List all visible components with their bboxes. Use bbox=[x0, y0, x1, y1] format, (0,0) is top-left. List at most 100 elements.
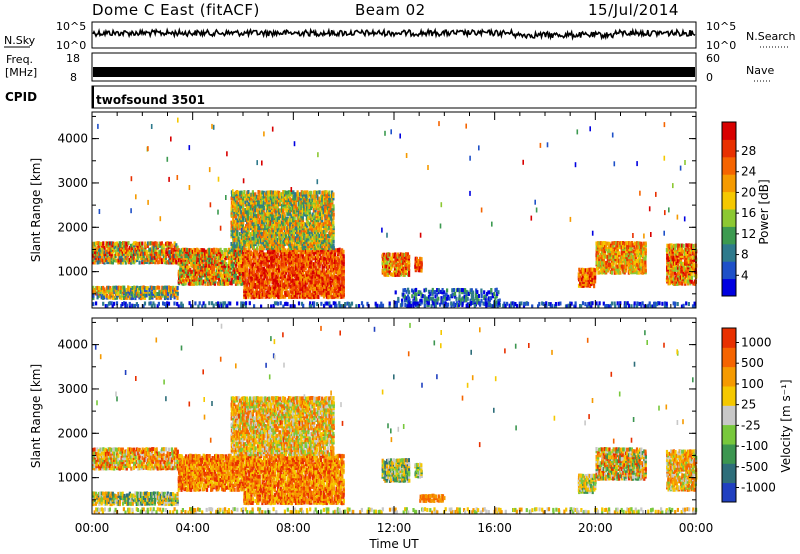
data-cell bbox=[272, 206, 275, 211]
data-cell bbox=[311, 292, 314, 297]
data-cell bbox=[266, 288, 269, 293]
data-cell bbox=[605, 264, 608, 269]
data-cell bbox=[335, 266, 338, 271]
data-cell bbox=[310, 283, 313, 287]
data-cell bbox=[272, 248, 275, 253]
data-cell bbox=[176, 256, 179, 260]
data-cell bbox=[219, 265, 222, 270]
data-cell bbox=[259, 230, 263, 235]
data-cell bbox=[123, 258, 126, 263]
date-label: 15/Jul/2014 bbox=[588, 1, 679, 19]
data-cell bbox=[272, 242, 275, 247]
data-cell bbox=[384, 272, 387, 277]
data-cell bbox=[230, 223, 233, 228]
data-cell bbox=[136, 241, 140, 246]
data-cell bbox=[321, 206, 324, 211]
data-cell bbox=[198, 273, 202, 278]
data-cell bbox=[316, 274, 319, 279]
data-cell bbox=[305, 242, 308, 247]
data-cell bbox=[149, 249, 152, 254]
data-cell bbox=[394, 270, 397, 275]
data-cell bbox=[145, 243, 148, 248]
data-cell bbox=[271, 192, 274, 197]
data-cell bbox=[307, 242, 310, 246]
data-cell bbox=[212, 275, 215, 280]
data-cell bbox=[272, 222, 275, 227]
data-cell bbox=[591, 274, 594, 279]
data-cell bbox=[304, 190, 307, 195]
data-cell bbox=[149, 291, 153, 296]
data-cell bbox=[271, 250, 274, 255]
data-cell bbox=[313, 276, 316, 281]
data-cell bbox=[258, 246, 261, 250]
data-cell bbox=[179, 267, 182, 272]
data-cell bbox=[326, 202, 329, 207]
data-cell bbox=[172, 285, 175, 290]
data-cell bbox=[608, 263, 611, 267]
data-cell bbox=[102, 293, 105, 298]
data-cell bbox=[218, 277, 221, 282]
data-cell bbox=[594, 268, 597, 273]
data-cell bbox=[262, 202, 265, 207]
data-cell bbox=[234, 248, 237, 253]
data-cell bbox=[608, 255, 611, 260]
data-cell bbox=[214, 250, 217, 255]
data-cell bbox=[300, 252, 303, 257]
data-cell bbox=[280, 220, 284, 225]
data-cell bbox=[239, 190, 242, 195]
data-cell bbox=[141, 241, 144, 246]
data-cell bbox=[255, 226, 258, 231]
data-cell bbox=[263, 200, 266, 205]
data-cell bbox=[239, 275, 242, 280]
data-cell bbox=[108, 241, 112, 246]
data-cell bbox=[275, 222, 278, 227]
data-cell bbox=[205, 267, 208, 272]
data-cell bbox=[320, 278, 323, 283]
data-cell bbox=[605, 260, 608, 265]
data-cell bbox=[165, 294, 168, 299]
data-cell bbox=[193, 257, 196, 262]
data-cell bbox=[120, 296, 123, 301]
data-cell bbox=[298, 270, 301, 275]
data-cell bbox=[124, 245, 127, 250]
data-cell bbox=[246, 250, 249, 255]
data-cell bbox=[292, 254, 295, 259]
data-cell bbox=[219, 279, 222, 284]
data-cell bbox=[158, 260, 161, 265]
data-cell bbox=[265, 234, 268, 239]
data-cell bbox=[246, 292, 249, 297]
data-cell bbox=[200, 250, 203, 255]
data-cell bbox=[155, 241, 158, 246]
data-cell bbox=[132, 293, 135, 298]
data-cell bbox=[287, 282, 290, 287]
data-cell bbox=[309, 272, 312, 277]
data-cell bbox=[118, 241, 121, 246]
data-cell bbox=[280, 264, 283, 269]
data-cell bbox=[278, 214, 281, 219]
data-cell bbox=[101, 258, 105, 263]
data-cell bbox=[290, 214, 293, 219]
data-cell bbox=[387, 268, 390, 273]
data-cell bbox=[338, 286, 341, 291]
data-cell bbox=[324, 190, 327, 195]
data-cell bbox=[303, 295, 306, 300]
data-cell bbox=[233, 267, 236, 272]
data-cell bbox=[336, 276, 339, 281]
data-cell bbox=[285, 230, 288, 235]
data-cell bbox=[274, 254, 277, 259]
data-cell bbox=[180, 248, 183, 253]
freq-tick-bottom: 8 bbox=[70, 71, 77, 84]
data-cell bbox=[132, 241, 135, 246]
data-cell bbox=[189, 273, 192, 278]
data-cell bbox=[251, 224, 254, 229]
data-cell bbox=[230, 226, 233, 231]
data-cell bbox=[256, 202, 260, 207]
data-cell bbox=[234, 226, 237, 231]
data-cell bbox=[315, 212, 318, 217]
data-cell bbox=[261, 294, 264, 299]
data-cell bbox=[158, 290, 161, 295]
data-cell bbox=[326, 238, 329, 243]
data-cell bbox=[127, 241, 130, 246]
data-cell bbox=[317, 228, 320, 233]
data-cell bbox=[311, 282, 315, 287]
